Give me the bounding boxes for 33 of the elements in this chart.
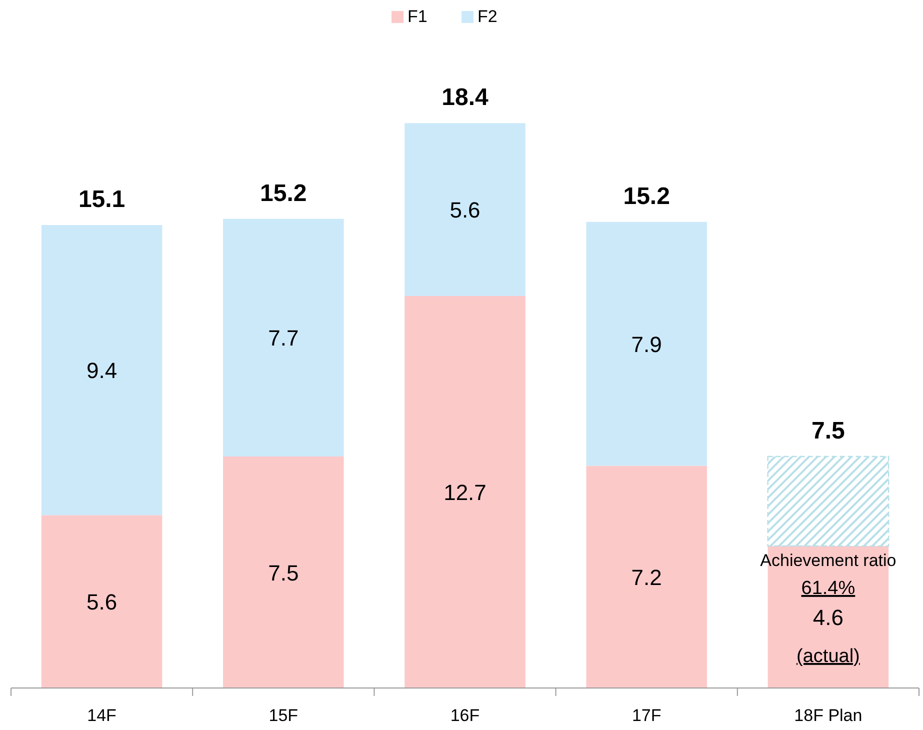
bar	[223, 218, 344, 456]
total-label: 15.2	[260, 180, 307, 207]
legend-label: F2	[478, 7, 498, 26]
annotation: Achievement ratio	[760, 551, 896, 570]
data-label: 12.7	[444, 480, 486, 505]
data-label: 7.9	[631, 332, 662, 357]
x-tick-label: 17F	[632, 706, 662, 725]
data-label: 5.6	[450, 198, 480, 223]
total-label: 7.5	[812, 418, 845, 444]
data-label: 5.6	[86, 590, 118, 615]
data-label: 4.6	[812, 605, 844, 630]
bar	[586, 466, 707, 688]
annotation: (actual)	[796, 646, 860, 667]
bar	[404, 123, 526, 296]
bar	[223, 456, 344, 688]
data-label: 7.5	[268, 560, 299, 586]
total-label: 18.4	[442, 84, 490, 112]
annotation: 61.4%	[801, 578, 856, 599]
data-label: 7.2	[631, 564, 662, 590]
total-label: 15.1	[78, 186, 126, 213]
x-tick-label: 16F	[450, 706, 480, 725]
bar	[404, 296, 526, 688]
x-tick-label: 15F	[268, 706, 298, 725]
data-label: 9.4	[86, 358, 118, 384]
bar	[41, 515, 162, 688]
legend-label: F1	[408, 7, 428, 26]
x-tick-label: 18F Plan	[794, 706, 862, 725]
total-label: 15.2	[623, 182, 670, 210]
bar	[41, 225, 162, 516]
bar	[586, 222, 707, 466]
x-tick-label: 14F	[87, 706, 116, 725]
bar	[767, 456, 890, 547]
data-label: 7.7	[268, 326, 299, 351]
